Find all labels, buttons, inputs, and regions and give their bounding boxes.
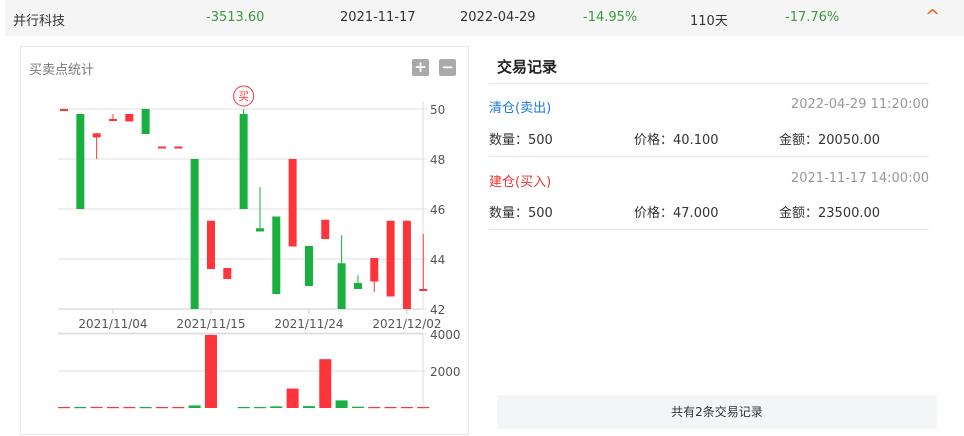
volume-bar [237, 407, 250, 409]
qty: 500 [528, 206, 553, 221]
candle-body [60, 109, 68, 111]
stock-name: 并行科技 [13, 14, 66, 29]
buy-marker-label: 买 [238, 90, 249, 103]
volume-bar [368, 407, 381, 409]
candle-body [125, 114, 134, 122]
buy-marker-icon [233, 85, 255, 107]
volume-bar [172, 407, 185, 409]
x-tick-label: 2021/11/15 [176, 317, 245, 331]
hold-days: 110天 [690, 14, 728, 29]
candle-body [255, 228, 264, 232]
record-type: 建仓(买入) [489, 175, 552, 190]
candle-body [92, 133, 101, 138]
amount-label: 金额： [779, 133, 819, 148]
candle-body [321, 219, 330, 239]
zoom-out-button[interactable]: − [439, 59, 456, 76]
divider [489, 83, 929, 84]
volume-bar [123, 407, 136, 409]
volume-bar [302, 406, 315, 408]
volume-bar [270, 406, 283, 408]
candle-body [190, 159, 199, 309]
volume-tick-label: 2000 [430, 365, 461, 379]
qty-label: 数量： [489, 133, 529, 148]
sell-date: 2022-04-29 [460, 10, 536, 25]
amount: 20050.00 [818, 133, 881, 148]
records-title: 交易记录 [497, 58, 558, 76]
candle-body [174, 146, 183, 149]
candle-body [370, 258, 379, 282]
amount-label: 金额： [779, 206, 819, 221]
volume-bar [90, 406, 103, 409]
candle-body [223, 268, 232, 279]
candle-body [304, 246, 313, 286]
x-tick-label: 2021/11/04 [78, 317, 147, 331]
qty: 500 [528, 133, 553, 148]
trade-summary-row[interactable]: 并行科技 -3513.60 2021-11-17 2022-04-29 -14.… [5, 0, 964, 36]
other-return: -17.76% [785, 10, 840, 25]
price-label: 价格： [634, 133, 674, 148]
volume-bar [384, 407, 397, 409]
volume-bar [335, 400, 348, 408]
y-tick-label: 46 [430, 203, 445, 217]
profit: -3513.60 [206, 10, 265, 25]
candle-body [141, 109, 150, 134]
y-tick-label: 44 [430, 253, 445, 267]
record-type: 清仓(卖出) [489, 101, 552, 116]
x-tick-label: 2021/12/02 [372, 317, 441, 331]
records-count-button[interactable]: 共有2条交易记录 [497, 395, 937, 429]
volume-bar [58, 407, 70, 409]
candle-body [239, 114, 248, 209]
candle-body [206, 220, 215, 269]
chevron-up-icon[interactable]: ^ [925, 6, 941, 27]
y-tick-label: 50 [430, 103, 445, 117]
price: 40.100 [673, 133, 719, 148]
candle-body [157, 146, 166, 149]
divider [489, 229, 929, 230]
qty-label: 数量： [489, 206, 529, 221]
zoom-in-button[interactable]: + [412, 59, 429, 76]
volume-bar [106, 407, 119, 409]
y-tick-label: 42 [430, 303, 445, 317]
candle-body [288, 159, 297, 247]
buy-date: 2021-11-17 [340, 10, 416, 25]
volume-bar [286, 388, 299, 408]
chart-panel: 买卖点统计 + − [20, 46, 469, 435]
candle-body [353, 283, 362, 289]
volume-bar [253, 407, 266, 409]
candle-body [108, 119, 117, 121]
volume-bar [319, 359, 332, 408]
volume-bar [188, 405, 201, 408]
record-time: 2021-11-17 14:00:00 [790, 171, 929, 186]
record-time: 2022-04-29 11:20:00 [790, 97, 929, 112]
divider [489, 156, 929, 157]
volume-bar [400, 407, 413, 409]
amount: 23500.00 [818, 206, 881, 221]
volume-bar [351, 406, 364, 408]
candle-body [402, 220, 411, 309]
candle-body [419, 289, 428, 291]
x-tick-label: 2021/11/24 [274, 317, 343, 331]
volume-tick-label: 4000 [430, 328, 461, 342]
candle-body [272, 216, 281, 294]
volume-bar [155, 407, 168, 409]
volume-bar [204, 334, 217, 408]
price: 47.000 [673, 206, 719, 221]
candlestick-chart[interactable]: 50 48 46 44 42 2021/11/04 2021/11/15 2021/11/24… [0, 0, 480, 436]
return: -14.95% [583, 10, 638, 25]
y-tick-label: 48 [430, 153, 445, 167]
volume-bar [139, 407, 152, 409]
chart-title: 买卖点统计 [29, 63, 95, 78]
volume-bar [417, 407, 430, 409]
candle-body [337, 263, 346, 309]
volume-bar [74, 407, 87, 409]
price-label: 价格： [634, 206, 674, 221]
candle-body [76, 114, 85, 209]
candle-body [386, 220, 395, 297]
